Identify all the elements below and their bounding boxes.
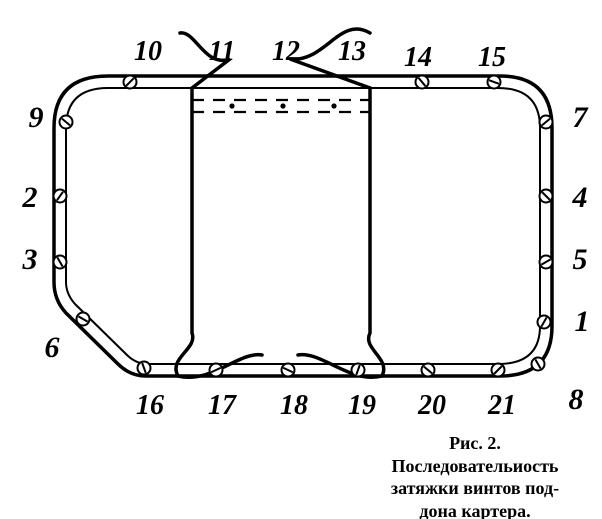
screw-label-3: 3 — [23, 245, 38, 275]
pan-outer-outline — [54, 76, 552, 376]
screw-label-4: 4 — [573, 183, 588, 213]
screw-label-8: 8 — [569, 385, 584, 415]
screw-label-13: 13 — [338, 38, 366, 66]
caption-line-2: Последовательиость — [370, 455, 580, 478]
screw-label-15: 15 — [478, 44, 506, 72]
screw-label-10: 10 — [134, 38, 162, 66]
baffle-right-edge — [290, 29, 384, 377]
diagram-stage: 10 11 12 13 14 15 9 7 2 4 3 5 6 1 16 17 18 19 20 21 8 Рис. 2… — [0, 0, 602, 519]
screw-label-7: 7 — [573, 103, 588, 133]
screw-label-18: 18 — [280, 392, 308, 420]
screw-label-20: 20 — [418, 392, 446, 420]
pan-inner-outline — [66, 88, 540, 364]
screw-label-6: 6 — [45, 333, 60, 363]
screw-label-19: 19 — [348, 392, 376, 420]
figure-caption: Рис. 2. Последовательиость затяжки винто… — [370, 432, 580, 519]
screw-label-14: 14 — [404, 44, 432, 72]
baffle-dot-1 — [229, 103, 234, 108]
screw-label-1: 1 — [575, 307, 590, 337]
screw-label-21: 21 — [488, 392, 516, 420]
screw-label-9: 9 — [29, 103, 44, 133]
screw-label-11: 11 — [209, 38, 235, 66]
caption-line-3: затяжки винтов под- — [370, 477, 580, 500]
screw-label-2: 2 — [23, 183, 38, 213]
baffle-left-edge — [176, 33, 262, 377]
baffle-dot-3 — [331, 103, 336, 108]
screw-label-12: 12 — [272, 38, 300, 66]
screw-label-16: 16 — [136, 392, 164, 420]
caption-line-4: дона картера. — [370, 500, 580, 519]
caption-line-1: Рис. 2. — [370, 432, 580, 455]
screw-label-17: 17 — [208, 392, 236, 420]
baffle-dot-2 — [280, 103, 285, 108]
screw-label-5: 5 — [573, 245, 588, 275]
